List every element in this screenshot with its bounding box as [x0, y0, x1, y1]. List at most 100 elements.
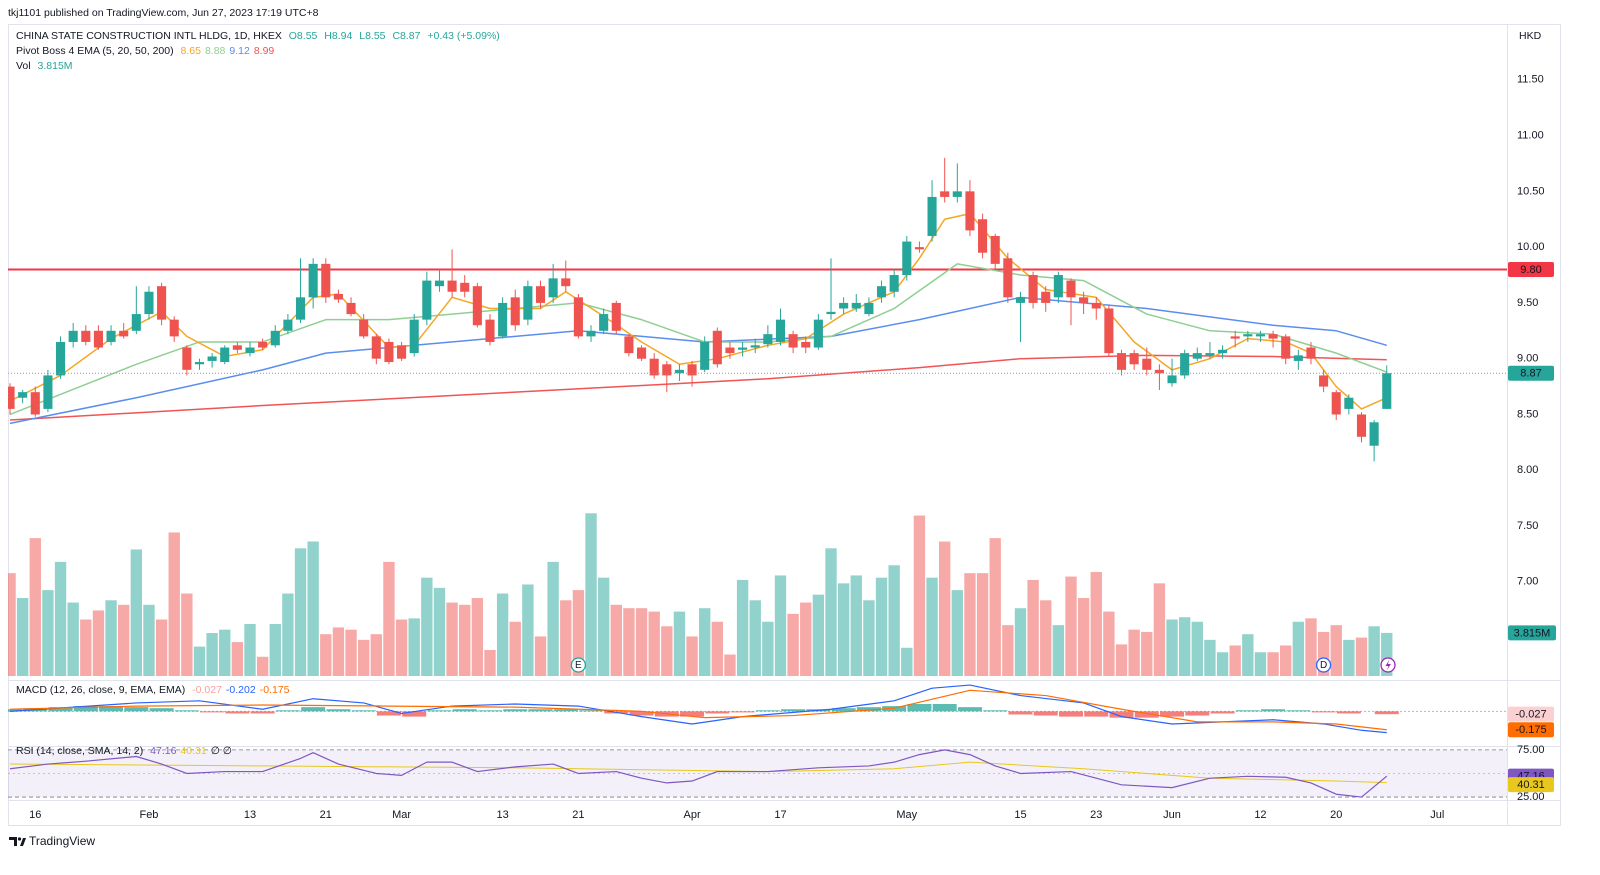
- volume-bar: [1267, 652, 1279, 676]
- volume-bar: [1204, 639, 1216, 676]
- frame: [8, 24, 1561, 826]
- volume-bar: [939, 541, 951, 676]
- volume-bar: [345, 629, 357, 676]
- candle-body: [144, 291, 154, 315]
- candle-body: [712, 330, 722, 365]
- candle-body: [700, 341, 710, 370]
- x-tick-label: 12: [1254, 809, 1266, 821]
- macd-hist-bar: [1008, 711, 1033, 715]
- candle-body: [637, 347, 647, 359]
- volume-bar: [572, 590, 585, 676]
- volume-bar: [219, 629, 231, 676]
- candle-body: [106, 330, 116, 342]
- candle-body: [1028, 275, 1038, 303]
- volume-bar: [1216, 652, 1229, 676]
- volume-bar: [332, 627, 345, 676]
- macd-hist-bar: [8, 709, 23, 712]
- volume-bar: [294, 548, 307, 676]
- y-tick-label: 7.50: [1517, 520, 1538, 532]
- volume-bar: [1077, 598, 1090, 676]
- x-tick-label: Jul: [1430, 809, 1444, 821]
- macd-hist-bar: [932, 703, 957, 712]
- line: [9, 749, 1388, 798]
- candle-body: [295, 297, 306, 320]
- volume-bar: [699, 608, 711, 676]
- quote: H8.94: [324, 30, 352, 42]
- macd-hist-bar: [856, 707, 881, 712]
- macd-hist-bar: [1336, 711, 1361, 714]
- candle-body: [194, 362, 205, 365]
- event-label: D: [1320, 660, 1327, 671]
- candle-body: [182, 347, 192, 370]
- candle-body: [232, 345, 242, 350]
- y-tick-label: 8.00: [1517, 464, 1538, 476]
- candle-body: [611, 302, 621, 331]
- legend-value: 40.31: [180, 745, 206, 757]
- y-tick-label: 7.00: [1517, 576, 1538, 588]
- volume-bar: [1153, 583, 1166, 676]
- line: [10, 689, 1387, 731]
- footer-brand: TradingView: [29, 834, 95, 848]
- candle-body: [1041, 291, 1051, 303]
- volume-bar: [736, 579, 749, 676]
- macd-hist-bar: [1084, 711, 1109, 717]
- x-tick-label: 13: [244, 809, 256, 821]
- candle-body: [813, 319, 823, 348]
- candle-body: [409, 319, 419, 354]
- volume-bar: [837, 583, 850, 676]
- candle-body: [270, 330, 280, 346]
- volume-bar: [80, 619, 92, 676]
- volume-bar: [1052, 625, 1065, 676]
- candle-body: [422, 280, 432, 320]
- candle-body: [927, 196, 937, 236]
- volume-bar: [774, 575, 787, 676]
- macd-hist-bar: [1134, 711, 1159, 718]
- x-tick-label: Apr: [684, 809, 701, 821]
- candle-body: [624, 336, 634, 354]
- y-tick-label: 9.50: [1517, 297, 1538, 309]
- macd-hist-bar: [1210, 711, 1235, 714]
- volume-bar: [989, 538, 1001, 676]
- volume-bar: [484, 650, 496, 676]
- candle-body: [472, 286, 482, 326]
- volume-bar: [307, 541, 319, 676]
- candle-body: [1129, 353, 1139, 365]
- candle-body: [851, 302, 861, 309]
- candle-body: [447, 280, 457, 292]
- candle-body: [839, 302, 849, 309]
- alert-icon-bolt: [1385, 659, 1391, 671]
- footer-logo: [9, 837, 26, 846]
- rsi-band: [8, 749, 1507, 798]
- volume-title: Vol: [16, 60, 31, 72]
- volume-bar: [1330, 625, 1342, 676]
- volume-bar: [964, 573, 976, 676]
- line: [9, 354, 1387, 421]
- macd-hist-bar: [174, 710, 199, 712]
- volume-bar: [1014, 608, 1027, 676]
- volume-bar: [1090, 572, 1102, 676]
- volume-bar: [1242, 634, 1254, 676]
- volume-bar: [888, 565, 900, 676]
- candle-body: [1154, 369, 1164, 374]
- macd-hist-bar: [957, 707, 982, 712]
- candle-body: [371, 336, 381, 359]
- candle-body: [346, 302, 356, 315]
- candle-body: [1091, 302, 1101, 309]
- legend-value: 8.88: [205, 45, 226, 57]
- candle-body: [321, 263, 331, 298]
- x-tick-label: 17: [774, 809, 786, 821]
- volume-bar: [42, 590, 54, 676]
- published: tkj1101 published on TradingView.com, Ju…: [8, 7, 319, 19]
- volume-bar: [623, 608, 635, 676]
- event-marker: [570, 657, 587, 673]
- volume-bar: [282, 593, 294, 676]
- macd-hist-bar: [553, 709, 578, 712]
- volume-bar: [597, 577, 610, 676]
- volume-value: 3.815M: [38, 60, 73, 72]
- candle-body: [1180, 353, 1190, 376]
- symbol: CHINA STATE CONSTRUCTION INTL HLDG, 1D, …: [16, 30, 282, 42]
- y-tick-label: 10.00: [1517, 241, 1545, 253]
- macd-hist-bar: [528, 709, 553, 712]
- macd-hist-bar: [73, 706, 98, 712]
- candle-body: [674, 369, 684, 374]
